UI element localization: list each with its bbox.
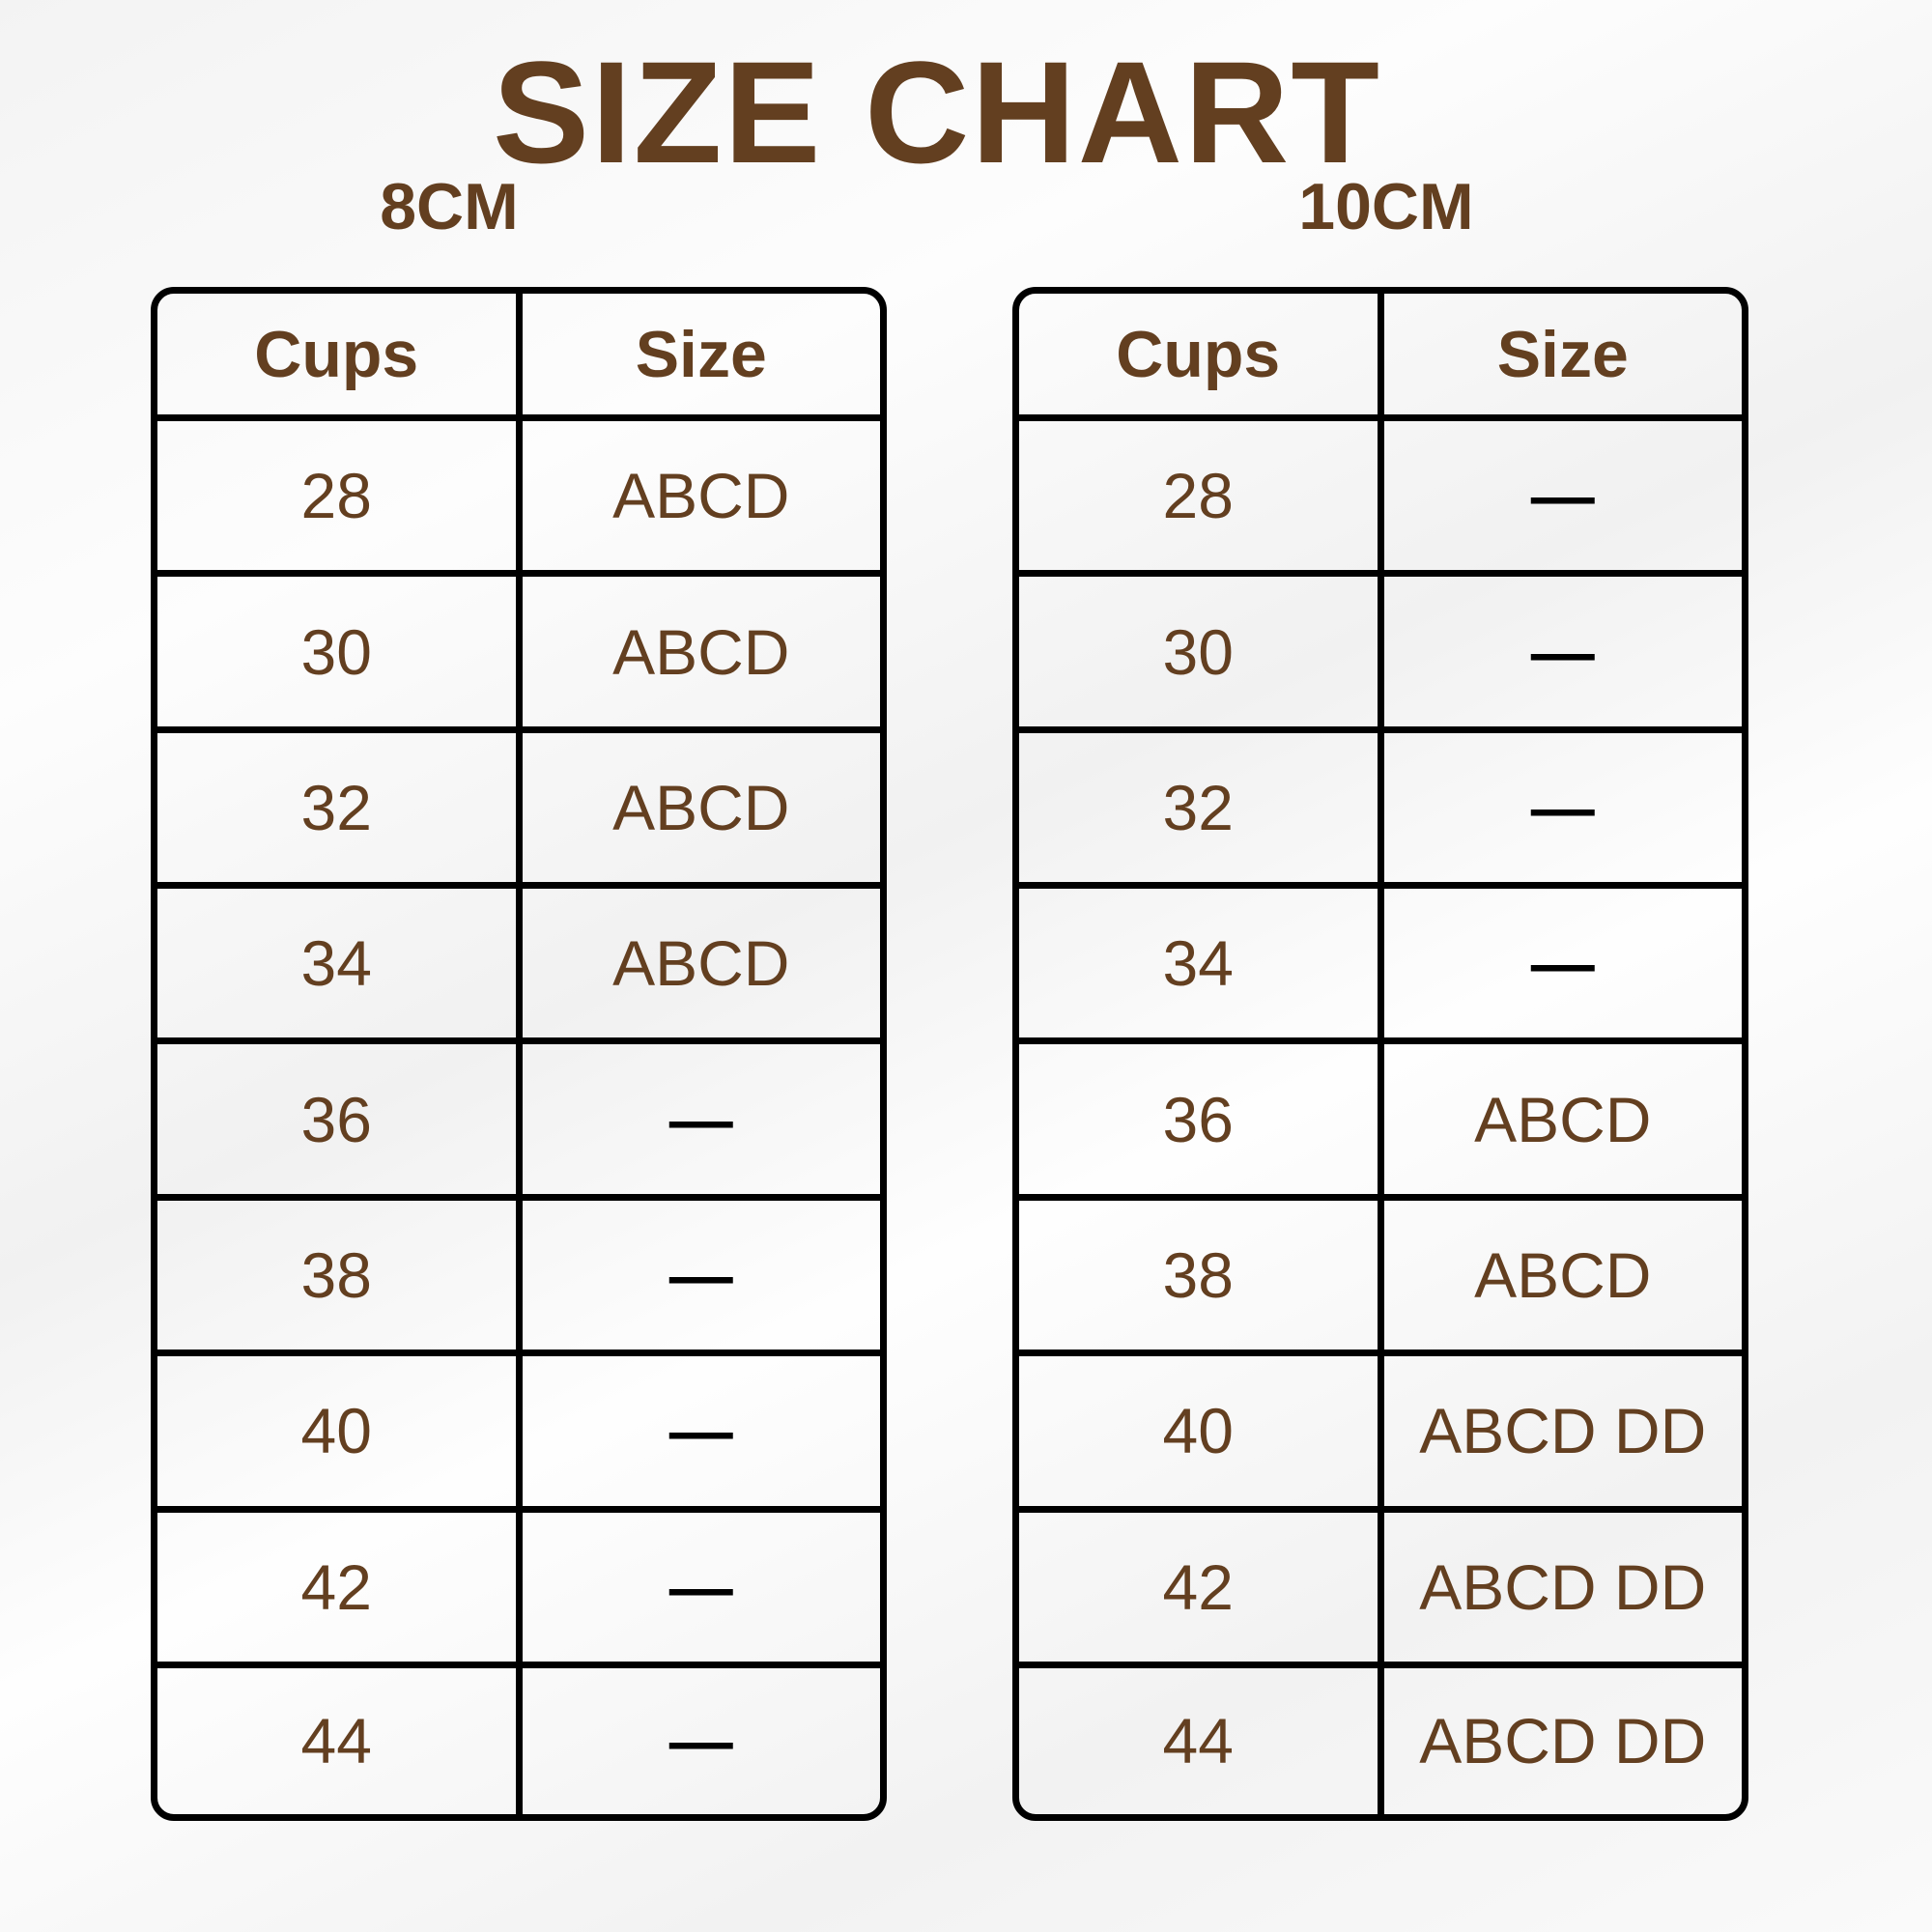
size-cell: ABCD <box>515 413 880 578</box>
cups-cell: 30 <box>1019 570 1384 733</box>
cups-cell: 42 <box>1019 1505 1384 1668</box>
table-row: 42— <box>157 1505 880 1668</box>
table-row: 40— <box>157 1350 880 1513</box>
size-cell: ABCD DD <box>1377 1505 1742 1668</box>
table-label-10cm: 10CM <box>1298 170 1474 243</box>
size-cell: — <box>515 1350 880 1513</box>
table-row: 30 ABCD <box>157 570 880 733</box>
table-row: 44 ABCD DD <box>1019 1661 1742 1814</box>
cups-cell: 32 <box>157 725 523 890</box>
size-table-8cm: Cups Size 28 ABCD 30 ABCD 32 ABCD 34 ABCD 36—38—40… <box>151 287 887 1821</box>
size-cell: — <box>515 1505 880 1668</box>
table-row: 38— <box>157 1193 880 1357</box>
size-cell: ABCD <box>515 725 880 890</box>
cups-cell: 28 <box>1019 413 1384 578</box>
table-row: 28 ABCD <box>157 413 880 578</box>
table-row: 42 ABCD DD <box>1019 1505 1742 1668</box>
table-row: 36 ABCD <box>1019 1037 1742 1201</box>
cups-cell: 36 <box>1019 1037 1384 1201</box>
size-cell: — <box>1377 413 1742 578</box>
table-row: 34— <box>1019 882 1742 1045</box>
cups-cell: 34 <box>1019 882 1384 1045</box>
cups-cell: 44 <box>157 1661 523 1814</box>
column-header: Size <box>1377 294 1742 421</box>
cups-cell: 30 <box>157 570 523 733</box>
table-row: 38 ABCD <box>1019 1193 1742 1357</box>
table-row: 44— <box>157 1661 880 1814</box>
size-cell: ABCD DD <box>1377 1350 1742 1513</box>
cups-cell: 36 <box>157 1037 523 1201</box>
cups-cell: 32 <box>1019 725 1384 890</box>
column-header: Cups <box>157 294 523 421</box>
cups-cell: 42 <box>157 1505 523 1668</box>
column-header: Cups <box>1019 294 1384 421</box>
cups-cell: 40 <box>1019 1350 1384 1513</box>
size-cell: ABCD <box>515 570 880 733</box>
cups-cell: 44 <box>1019 1661 1384 1814</box>
table-row: 28— <box>1019 413 1742 578</box>
table-row: 34 ABCD <box>157 882 880 1045</box>
size-cell: ABCD <box>515 882 880 1045</box>
size-cell: ABCD DD <box>1377 1661 1742 1814</box>
size-cell: — <box>515 1193 880 1357</box>
table-row: 32 ABCD <box>157 725 880 890</box>
table-row: 32— <box>1019 725 1742 890</box>
header-row: Cups Size <box>1019 294 1742 421</box>
size-table-10cm: Cups Size 28—30—32—34—36 ABCD 38 ABCD 40 ABCD D… <box>1012 287 1748 1821</box>
column-header: Size <box>515 294 880 421</box>
cups-cell: 40 <box>157 1350 523 1513</box>
cups-cell: 38 <box>157 1193 523 1357</box>
table-row: 30— <box>1019 570 1742 733</box>
size-cell: ABCD <box>1377 1193 1742 1357</box>
size-cell: ABCD <box>1377 1037 1742 1201</box>
cups-cell: 28 <box>157 413 523 578</box>
size-cell: — <box>515 1037 880 1201</box>
size-cell: — <box>1377 882 1742 1045</box>
size-cell: — <box>1377 725 1742 890</box>
table-row: 40 ABCD DD <box>1019 1350 1742 1513</box>
table-label-8cm: 8CM <box>380 170 519 243</box>
size-cell: — <box>515 1661 880 1814</box>
cups-cell: 38 <box>1019 1193 1384 1357</box>
header-row: Cups Size <box>157 294 880 421</box>
size-cell: — <box>1377 570 1742 733</box>
page-title: SIZE CHART <box>493 31 1381 193</box>
cups-cell: 34 <box>157 882 523 1045</box>
table-row: 36— <box>157 1037 880 1201</box>
